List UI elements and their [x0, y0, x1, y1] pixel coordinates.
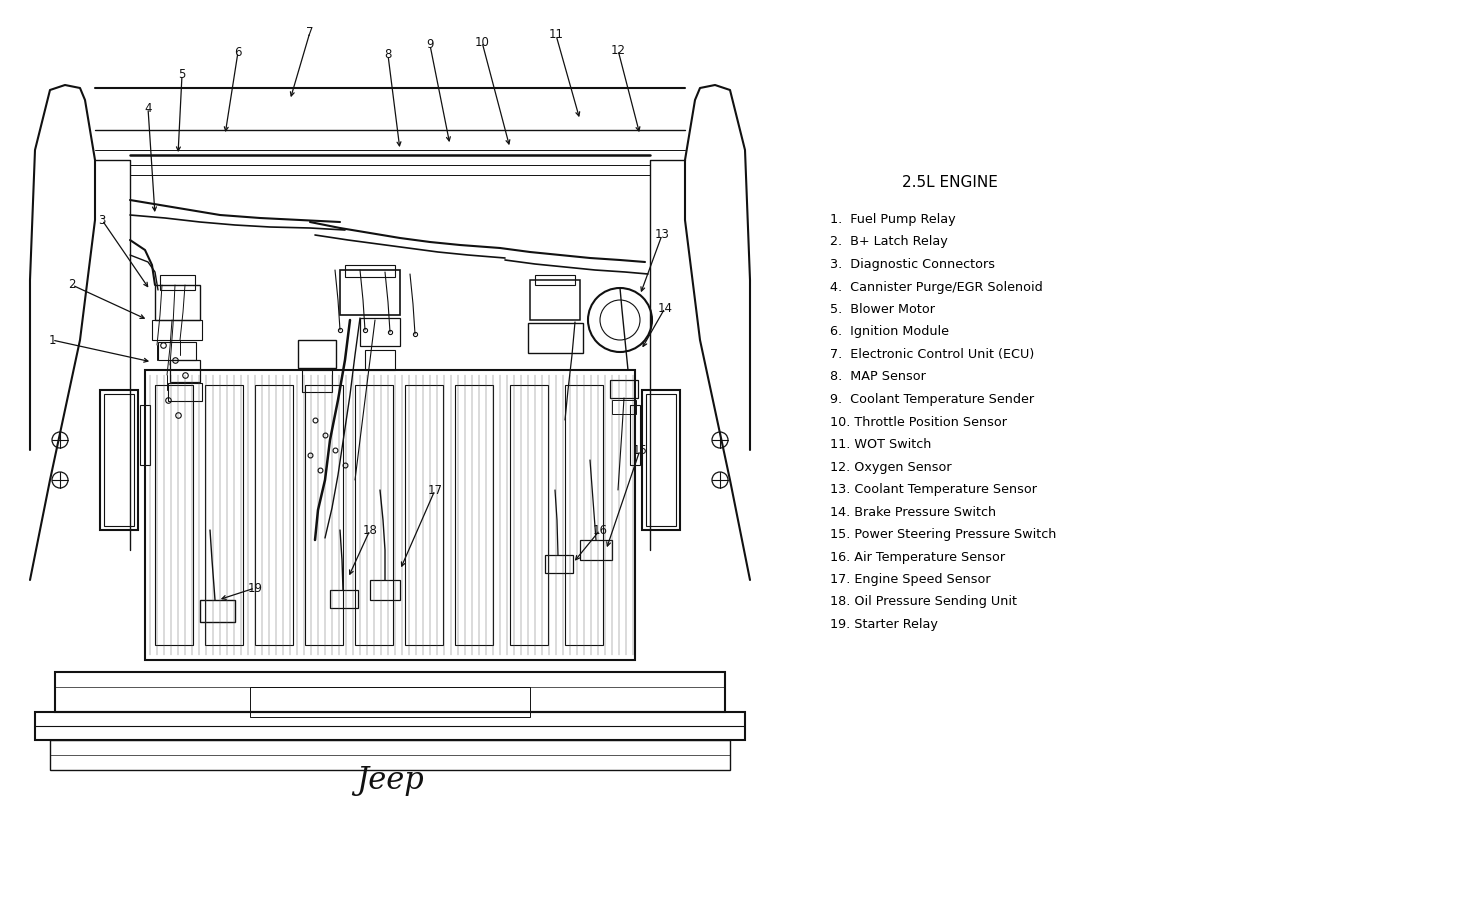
Text: 9: 9: [426, 38, 433, 52]
Text: 13. Coolant Temperature Sensor: 13. Coolant Temperature Sensor: [830, 483, 1037, 496]
Bar: [50, 740, 730, 770]
Bar: [510, 385, 548, 645]
Text: 6: 6: [235, 45, 242, 59]
Bar: [168, 383, 203, 401]
Bar: [370, 580, 399, 600]
Text: 10. Throttle Position Sensor: 10. Throttle Position Sensor: [830, 416, 1007, 429]
Text: 6.  Ignition Module: 6. Ignition Module: [830, 325, 949, 339]
Text: 7.  Electronic Control Unit (ECU): 7. Electronic Control Unit (ECU): [830, 348, 1034, 361]
Bar: [354, 385, 394, 645]
Bar: [646, 394, 677, 526]
Text: 3.  Diagnostic Connectors: 3. Diagnostic Connectors: [830, 258, 994, 271]
Text: 17. Engine Speed Sensor: 17. Engine Speed Sensor: [830, 573, 990, 586]
Text: 2.  B+ Latch Relay: 2. B+ Latch Relay: [830, 236, 948, 248]
Bar: [160, 275, 195, 290]
Bar: [340, 270, 399, 315]
Text: 14. Brake Pressure Switch: 14. Brake Pressure Switch: [830, 506, 996, 518]
Text: 5: 5: [178, 69, 185, 82]
Bar: [35, 712, 745, 740]
Text: 18. Oil Pressure Sending Unit: 18. Oil Pressure Sending Unit: [830, 595, 1018, 609]
Bar: [171, 360, 200, 382]
Bar: [297, 340, 335, 368]
Text: 12. Oxygen Sensor: 12. Oxygen Sensor: [830, 460, 952, 474]
Bar: [545, 555, 573, 573]
Bar: [630, 405, 640, 465]
Bar: [609, 380, 639, 398]
Text: 19. Starter Relay: 19. Starter Relay: [830, 618, 937, 631]
Text: 17: 17: [427, 484, 442, 496]
Bar: [364, 350, 395, 370]
Text: 4: 4: [144, 101, 152, 114]
Bar: [155, 285, 200, 320]
Text: 4.  Cannister Purge/EGR Solenoid: 4. Cannister Purge/EGR Solenoid: [830, 281, 1042, 294]
Text: 15. Power Steering Pressure Switch: 15. Power Steering Pressure Switch: [830, 528, 1057, 541]
Text: 8: 8: [385, 49, 392, 62]
Bar: [155, 385, 192, 645]
Text: 2: 2: [69, 278, 76, 292]
Bar: [206, 385, 243, 645]
Bar: [642, 390, 679, 530]
Bar: [140, 405, 150, 465]
Bar: [566, 385, 604, 645]
Bar: [200, 600, 235, 622]
Text: 19: 19: [248, 582, 262, 594]
Text: 18: 18: [363, 524, 378, 536]
Bar: [157, 342, 195, 360]
Text: 11: 11: [548, 28, 563, 42]
Text: Jeep: Jeep: [356, 765, 424, 795]
Text: 1.  Fuel Pump Relay: 1. Fuel Pump Relay: [830, 213, 955, 226]
Text: 7: 7: [306, 25, 313, 38]
Text: 10: 10: [474, 35, 490, 49]
Bar: [360, 318, 399, 346]
Bar: [531, 280, 580, 320]
Text: 2.5L ENGINE: 2.5L ENGINE: [903, 175, 997, 190]
Text: 16. Air Temperature Sensor: 16. Air Temperature Sensor: [830, 551, 1005, 564]
Text: 14: 14: [658, 302, 672, 314]
Bar: [255, 385, 293, 645]
Bar: [55, 672, 725, 712]
Text: 3: 3: [98, 214, 105, 226]
Text: 12: 12: [611, 43, 625, 56]
Text: 5.  Blower Motor: 5. Blower Motor: [830, 303, 935, 316]
Bar: [405, 385, 443, 645]
Text: 1: 1: [48, 333, 55, 346]
Text: 15: 15: [633, 444, 647, 457]
Bar: [612, 400, 636, 414]
Bar: [528, 323, 583, 353]
Bar: [455, 385, 493, 645]
Bar: [104, 394, 134, 526]
Bar: [101, 390, 139, 530]
Text: 8.  MAP Sensor: 8. MAP Sensor: [830, 371, 926, 383]
Bar: [535, 275, 574, 285]
Bar: [249, 687, 531, 717]
Bar: [330, 590, 359, 608]
Text: 16: 16: [592, 524, 608, 536]
Bar: [346, 265, 395, 277]
Text: 11. WOT Switch: 11. WOT Switch: [830, 438, 932, 451]
Text: 9.  Coolant Temperature Sender: 9. Coolant Temperature Sender: [830, 393, 1034, 406]
Bar: [152, 320, 203, 340]
Text: 13: 13: [655, 228, 669, 242]
Bar: [302, 370, 332, 392]
Bar: [144, 370, 636, 660]
Bar: [580, 540, 612, 560]
Bar: [305, 385, 343, 645]
